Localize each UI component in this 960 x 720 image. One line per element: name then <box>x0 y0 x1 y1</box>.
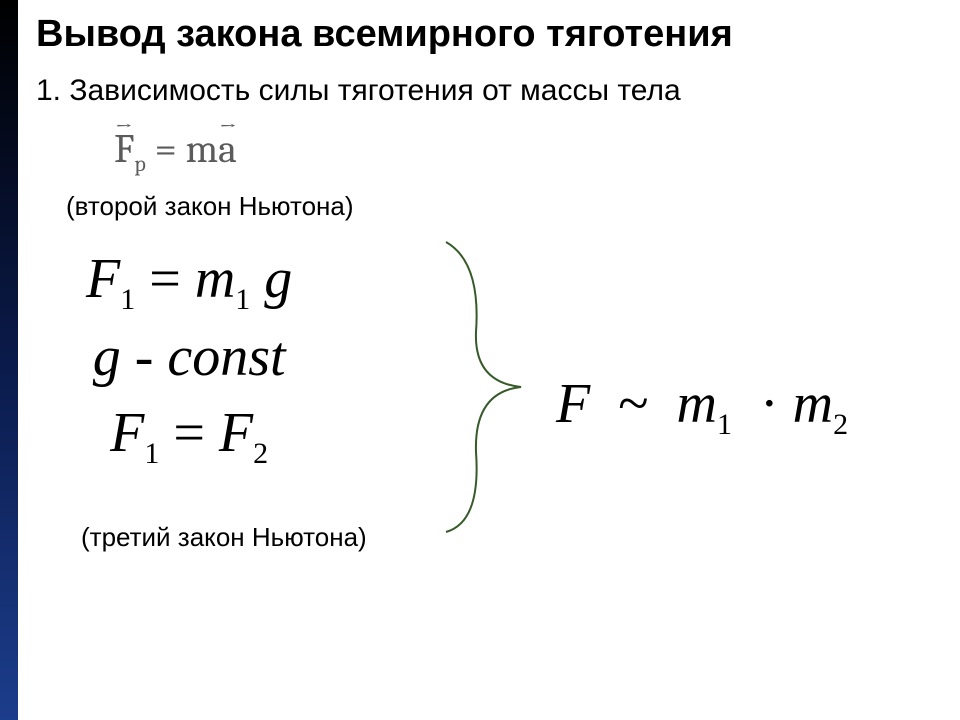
sym-dash: - <box>135 326 154 388</box>
equation-newton2: Fp = ma <box>114 126 936 177</box>
sub-F2: 2 <box>253 437 268 470</box>
eq-F-sub: p <box>134 151 145 177</box>
sym-eq2: = <box>173 402 205 464</box>
equation-g-const: g - const <box>86 320 292 396</box>
slide: Вывод закона всемирного тяготения 1. Зав… <box>0 0 960 720</box>
brace-icon <box>426 232 546 552</box>
sym-Fr: F <box>556 373 590 435</box>
sym-m1r: m <box>677 373 717 435</box>
right-column: F ~ m1 · m2 <box>556 372 848 442</box>
sym-F2: F <box>219 402 253 464</box>
eq-a: a <box>218 126 237 172</box>
equation-F-prop: F ~ m1 · m2 <box>556 372 848 442</box>
sym-dot: · <box>760 373 779 435</box>
eq-m: m <box>186 126 219 172</box>
equation-F1-F2: F1 = F2 <box>86 396 292 475</box>
sym-const: const <box>167 326 285 388</box>
sym-F: F <box>86 248 120 310</box>
columns: F1 = m1 g g - const F1 = F2 (третий зако… <box>36 242 936 582</box>
sym-eq: = <box>149 248 181 310</box>
sym-m2r: m <box>793 373 833 435</box>
eq-equals: = <box>155 126 177 172</box>
sym-g2: g <box>93 326 121 388</box>
page-title: Вывод закона всемирного тяготения <box>36 14 936 56</box>
subtitle: 1. Зависимость силы тяготения от массы т… <box>36 74 936 108</box>
caption-newton3: (третий закон Ньютона) <box>81 522 367 553</box>
eq-F: F <box>114 126 134 172</box>
sym-m: m <box>195 248 235 310</box>
sub-m1: 1 <box>235 283 250 316</box>
sub-F1: 1 <box>144 437 159 470</box>
sym-g: g <box>264 248 292 310</box>
caption-newton2: (второй закон Ньютона) <box>66 191 936 222</box>
sub-1: 1 <box>120 283 135 316</box>
sub-m1r: 1 <box>717 408 732 441</box>
equation-F1-m1g: F1 = m1 g <box>86 242 292 321</box>
left-column: F1 = m1 g g - const F1 = F2 <box>86 242 292 475</box>
sym-tilde: ~ <box>618 373 648 435</box>
sym-F1: F <box>110 402 144 464</box>
content-area: Вывод закона всемирного тяготения 1. Зав… <box>0 0 960 592</box>
sub-m2r: 2 <box>833 408 848 441</box>
